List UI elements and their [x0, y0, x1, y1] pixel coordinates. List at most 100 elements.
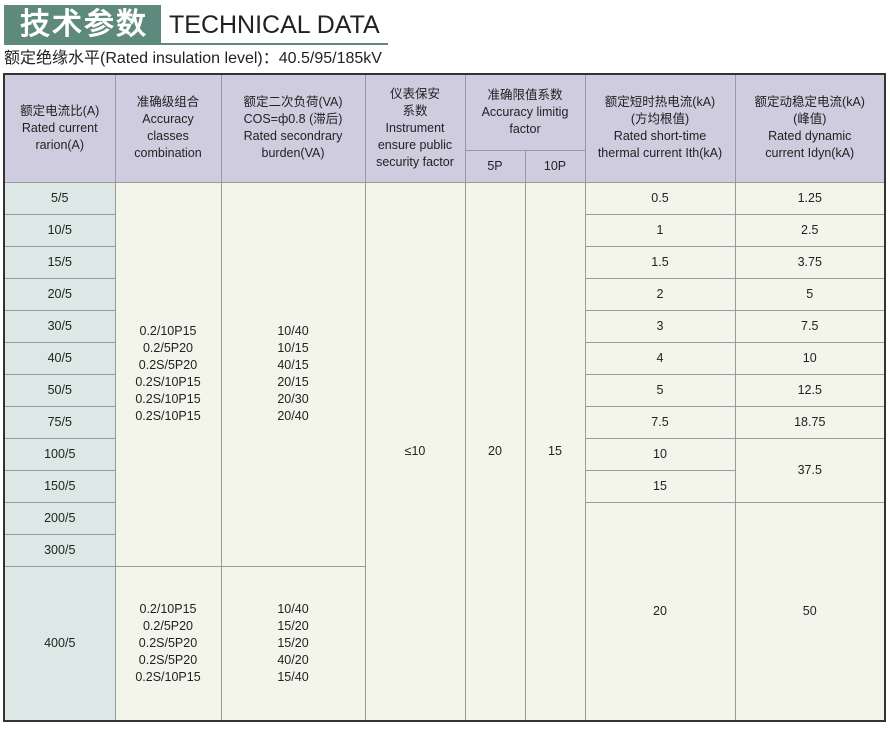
cell-dynamic: 7.5 — [734, 309, 886, 343]
cell-line: rarion(A) — [35, 137, 85, 152]
technical-data-table: 额定电流比(A) Rated current rarion(A) 准确级组合 Accu… — [3, 73, 886, 722]
cell-alf-5p: 20 — [464, 181, 526, 722]
cell-ratio: 10/5 — [3, 213, 116, 247]
table-row: 5/5 0.2/10P15 0.2/5P20 0.2S/5P20 0.2S/10P15 0… — [3, 181, 886, 722]
col-dynamic: 额定动稳定电流(kA) (峰值) Rated dynamic current Idyn… — [734, 73, 886, 183]
cell-thermal: 15 — [584, 469, 736, 503]
cell-line: burden(VA) — [261, 146, 325, 161]
cell-dynamic: 3.75 — [734, 245, 886, 279]
col-accuracy: 准确级组合 Accuracy classes combination — [114, 73, 222, 183]
cell-thermal: 7.5 — [584, 405, 736, 439]
cell-line: factor — [509, 121, 541, 136]
cell-line: 40/15 — [277, 358, 309, 372]
cell-line: 额定电流比(A) — [20, 103, 100, 118]
cell-line: 0.2/10P15 — [139, 324, 197, 338]
cell-line: 20/40 — [277, 409, 309, 423]
cell-line: 15/20 — [277, 635, 309, 650]
cell-ratio: 300/5 — [3, 533, 116, 567]
cell-line: classes — [147, 129, 189, 144]
cell-line: thermal current Ith(kA) — [597, 146, 723, 161]
cell-line: 0.2S/5P20 — [138, 635, 198, 650]
table-row: 20/5 2 5 — [3, 277, 886, 311]
cell-line: 0.2S/10P15 — [135, 669, 201, 684]
cell-thermal: 20 — [584, 501, 736, 722]
cell-line: 系数 — [402, 103, 428, 118]
cell-ratio: 50/5 — [3, 373, 116, 407]
cell-line: 0.2S/5P20 — [138, 652, 198, 667]
cell-line: 10/15 — [277, 341, 309, 355]
cell-thermal: 5 — [584, 373, 736, 407]
cell-line: 0.2/10P15 — [139, 601, 197, 616]
cell-burden: 10/40 10/15 40/15 20/15 20/30 20/40 — [220, 181, 366, 567]
cell-dynamic: 12.5 — [734, 373, 886, 407]
table-row: 30/5 3 7.5 — [3, 309, 886, 343]
cell-thermal: 4 — [584, 341, 736, 375]
title-en: TECHNICAL DATA — [161, 5, 388, 45]
table-row: 100/5 10 37.5 — [3, 437, 886, 503]
cell-ratio: 75/5 — [3, 405, 116, 439]
cell-line: Rated secondrary — [243, 129, 343, 144]
cell-line: Accuracy limitig — [481, 104, 569, 119]
col-security: 仪表保安系数 Instrument ensure public security fa… — [364, 73, 466, 183]
cell-thermal: 10 — [584, 437, 736, 471]
col-alf-5p: 5P — [464, 149, 526, 183]
cell-ratio: 40/5 — [3, 341, 116, 375]
table-row: 10/5 1 2.5 — [3, 213, 886, 247]
cell-thermal: 0.5 — [584, 181, 736, 215]
cell-dynamic: 1.25 — [734, 181, 886, 215]
col-thermal: 额定短时热电流(kA) (方均根值) Rated short-time thermal… — [584, 73, 736, 183]
cell-line: 0.2S/5P20 — [138, 358, 198, 372]
cell-line: 15/20 — [277, 618, 309, 633]
cell-alf-10p: 15 — [524, 181, 586, 722]
cell-accuracy: 0.2/10P15 0.2/5P20 0.2S/5P20 0.2S/10P15 0.2S… — [114, 181, 222, 567]
cell-line: (峰值) — [793, 112, 827, 127]
cell-line: 准确限值系数 — [487, 87, 563, 102]
cell-line: 额定动稳定电流(kA) — [754, 95, 865, 110]
cell-dynamic: 10 — [734, 341, 886, 375]
cell-line: Rated short-time — [613, 129, 707, 144]
col-alf-10p: 10P — [524, 149, 586, 183]
cell-line: 15/40 — [277, 669, 309, 684]
cell-line: 10/40 — [277, 601, 309, 616]
table-row: 75/5 7.5 18.75 — [3, 405, 886, 439]
cell-line: 准确级组合 — [136, 95, 200, 110]
title-cn: 技术参数 — [4, 5, 161, 45]
cell-ratio: 200/5 — [3, 501, 116, 535]
cell-thermal: 2 — [584, 277, 736, 311]
cell-line: ensure public — [377, 137, 453, 152]
cell-dynamic: 37.5 — [734, 437, 886, 503]
cell-line: 额定短时热电流(kA) — [604, 95, 716, 110]
cell-line: Rated current — [21, 120, 98, 135]
cell-line: 0.2/5P20 — [142, 341, 194, 355]
cell-ratio: 5/5 — [3, 181, 116, 215]
cell-dynamic: 5 — [734, 277, 886, 311]
cell-line: 10/40 — [277, 324, 309, 338]
cell-thermal: 1.5 — [584, 245, 736, 279]
cell-line: Rated dynamic — [768, 129, 852, 144]
cell-line: (方均根值) — [630, 112, 690, 127]
table-row: 15/5 1.5 3.75 — [3, 245, 886, 279]
cell-line: 0.2S/10P15 — [135, 392, 201, 406]
cell-ratio: 30/5 — [3, 309, 116, 343]
cell-line: Instrument — [385, 120, 445, 135]
title-bar: 技术参数 TECHNICAL DATA — [4, 3, 388, 45]
cell-ratio: 400/5 — [3, 565, 116, 722]
table-row: 50/5 5 12.5 — [3, 373, 886, 407]
cell-line: 20/30 — [277, 392, 309, 406]
cell-line: 20/15 — [277, 375, 309, 389]
cell-line: 0.2/5P20 — [142, 618, 194, 633]
cell-ratio: 20/5 — [3, 277, 116, 311]
cell-line: 0.2S/10P15 — [135, 375, 201, 389]
cell-ratio: 100/5 — [3, 437, 116, 471]
cell-line: 40/20 — [277, 652, 309, 667]
table-row: 200/5 20 50 — [3, 501, 886, 722]
cell-line: 仪表保安 — [389, 86, 440, 101]
cell-line: security factor — [376, 154, 454, 169]
cell-thermal: 1 — [584, 213, 736, 247]
col-alf: 准确限值系数 Accuracy limitig factor — [464, 73, 586, 151]
cell-line: COS=ф0.8 (滞后) — [243, 112, 343, 127]
table-row: 150/5 15 — [3, 469, 885, 503]
cell-line: Accuracy — [142, 112, 194, 127]
col-ratio: 额定电流比(A) Rated current rarion(A) — [3, 73, 116, 183]
cell-ratio: 15/5 — [3, 245, 116, 279]
